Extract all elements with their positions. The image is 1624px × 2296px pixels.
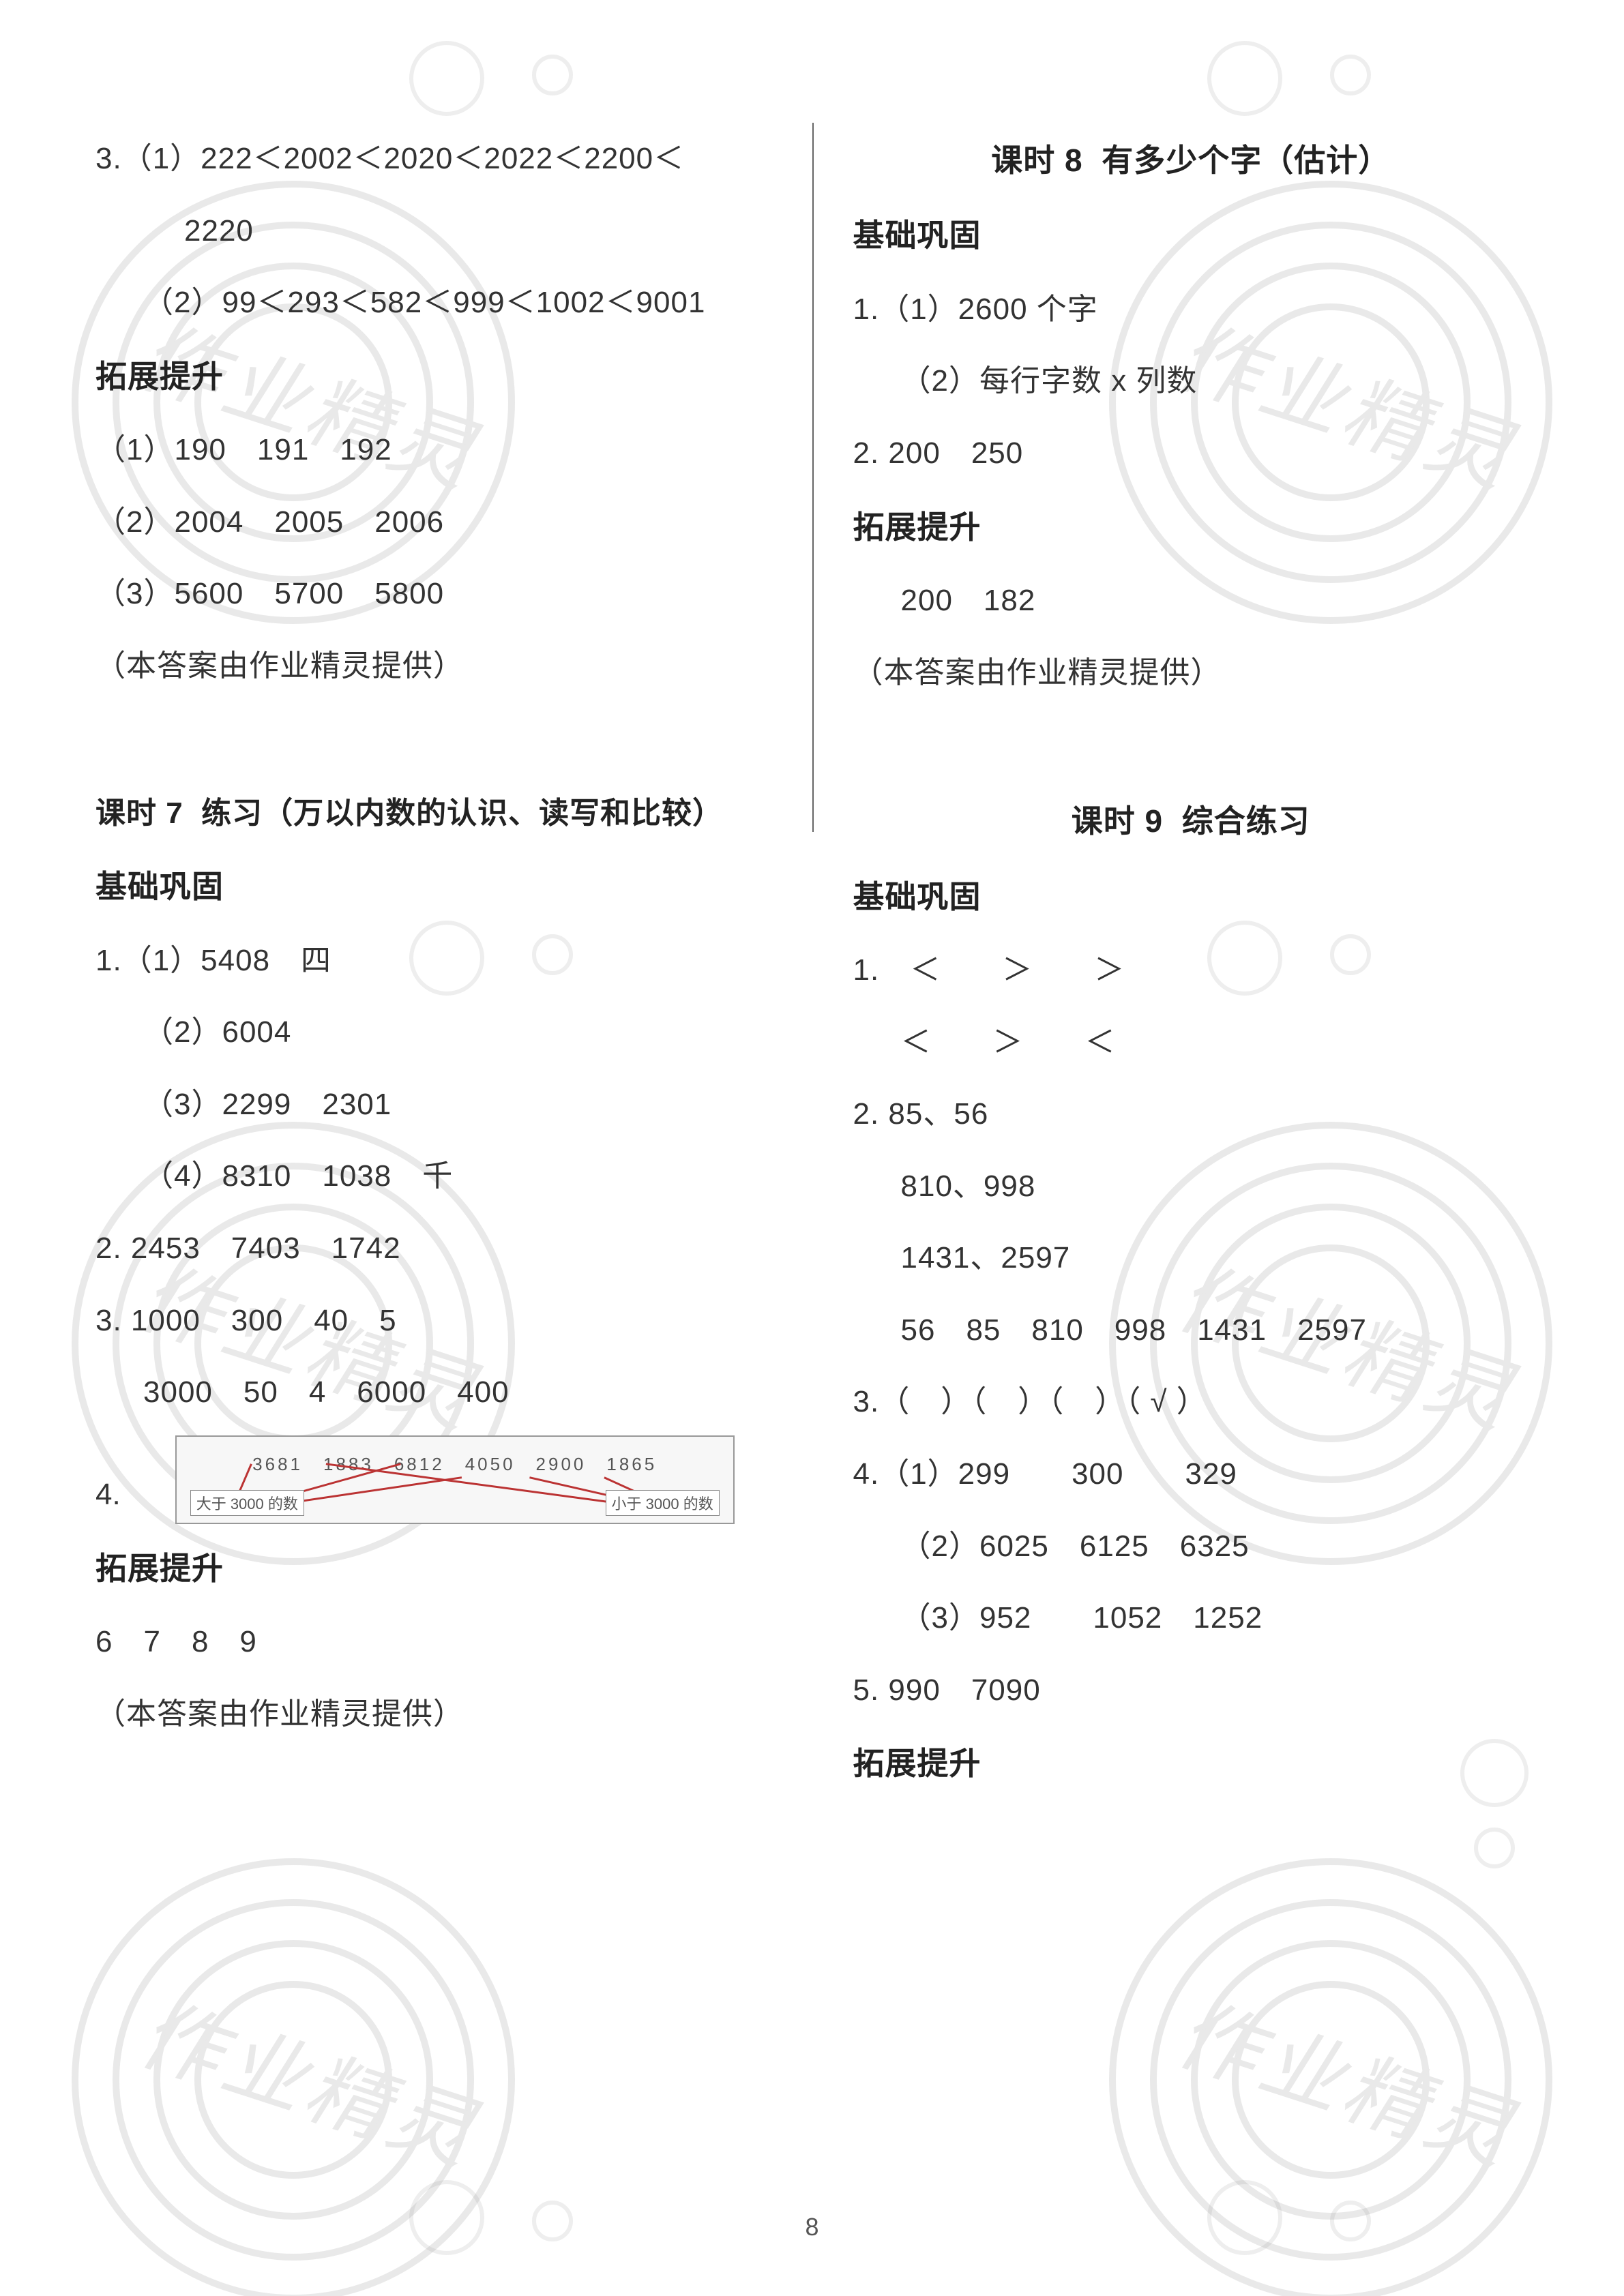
answer-text: （2）2004 2005 2006 [95,486,785,558]
answer-text: （3）5600 5700 5800 [95,558,785,630]
answer-text: 2. 200 250 [853,417,1529,490]
answer-text: （2）6025 6125 6325 [853,1510,1529,1583]
two-column-layout: 3.（1）222＜2002＜2020＜2022＜2200＜ 2220 （2）99… [95,123,1529,2214]
answer-text: 56 85 810 998 1431 2597 [853,1294,1529,1367]
section-heading: 拓展提升 [95,339,785,414]
page-number: 8 [805,2213,818,2241]
section-heading: 基础巩固 [853,198,1529,273]
answer-text: （3）2299 2301 [95,1069,785,1141]
section-heading: 基础巩固 [853,859,1529,934]
answer-text: 4.（1）299 300 329 [853,1438,1529,1510]
answer-text: （3）952 1052 1252 [853,1582,1529,1654]
answer-text: 1. ＜ ＞ ＞ [853,934,1529,1007]
lesson-title: 课时 7 练习（万以内数的认识、读写和比较） [95,777,785,850]
answer-text: （2）每行字数 x 列数 [853,345,1529,417]
matching-tag-left: 大于 3000 的数 [190,1490,304,1516]
section-heading: 拓展提升 [853,490,1529,565]
provider-note: （本答案由作业精灵提供） [95,1678,785,1750]
answer-text: 1.（1）5408 四 [95,925,785,997]
answer-text: 2. 85、56 [853,1078,1529,1150]
answer-text: 3000 50 4 6000 400 [95,1356,785,1429]
answer-text: （1）190 191 192 [95,414,785,486]
answer-text: 2. 2453 7403 1742 [95,1212,785,1285]
answer-text: 2220 [95,195,785,267]
column-divider [812,123,814,832]
answer-text: 3. 1000 300 40 5 [95,1285,785,1357]
answer-text: 200 182 [853,565,1529,637]
answer-text: 1.（1）2600 个字 [853,273,1529,346]
section-heading: 拓展提升 [853,1726,1529,1801]
left-column: 3.（1）222＜2002＜2020＜2022＜2200＜ 2220 （2）99… [95,123,812,2214]
answer-text: （2）99＜293＜582＜999＜1002＜9001 [95,267,785,339]
lesson-title: 课时 8 有多少个字（估计） [853,123,1529,198]
page: 3.（1）222＜2002＜2020＜2022＜2200＜ 2220 （2）99… [0,0,1624,2296]
answer-text: 5. 990 7090 [853,1654,1529,1727]
provider-note: （本答案由作业精灵提供） [95,630,785,702]
right-column: 课时 8 有多少个字（估计） 基础巩固 1.（1）2600 个字 （2）每行字数… [812,123,1529,2214]
answer-text: （2）6004 [95,996,785,1069]
answer-text: 1431、2597 [853,1222,1529,1294]
answer-text: （4）8310 1038 千 [95,1140,785,1212]
answer-text: ＜ ＞ ＜ [853,1007,1529,1079]
answer-text: 6 7 8 9 [95,1606,785,1678]
answer-text: 3.（ ）（ ）（ ）（ √ ） [853,1366,1529,1438]
q4-label: 4. [95,1459,128,1531]
provider-note: （本答案由作业精灵提供） [853,637,1529,709]
section-heading: 基础巩固 [95,849,785,924]
answer-text: 810、998 [853,1150,1529,1223]
section-heading: 拓展提升 [95,1531,785,1606]
matching-diagram: 3681 1883 6812 4050 2900 1865 大于 3000 的数… [175,1435,735,1524]
q4-row: 4. 3681 1883 6812 4050 2900 1865 [95,1429,785,1531]
answer-text: 3.（1）222＜2002＜2020＜2022＜2200＜ [95,123,785,195]
matching-tag-right: 小于 3000 的数 [606,1490,720,1516]
lesson-title: 课时 9 综合练习 [853,784,1529,859]
